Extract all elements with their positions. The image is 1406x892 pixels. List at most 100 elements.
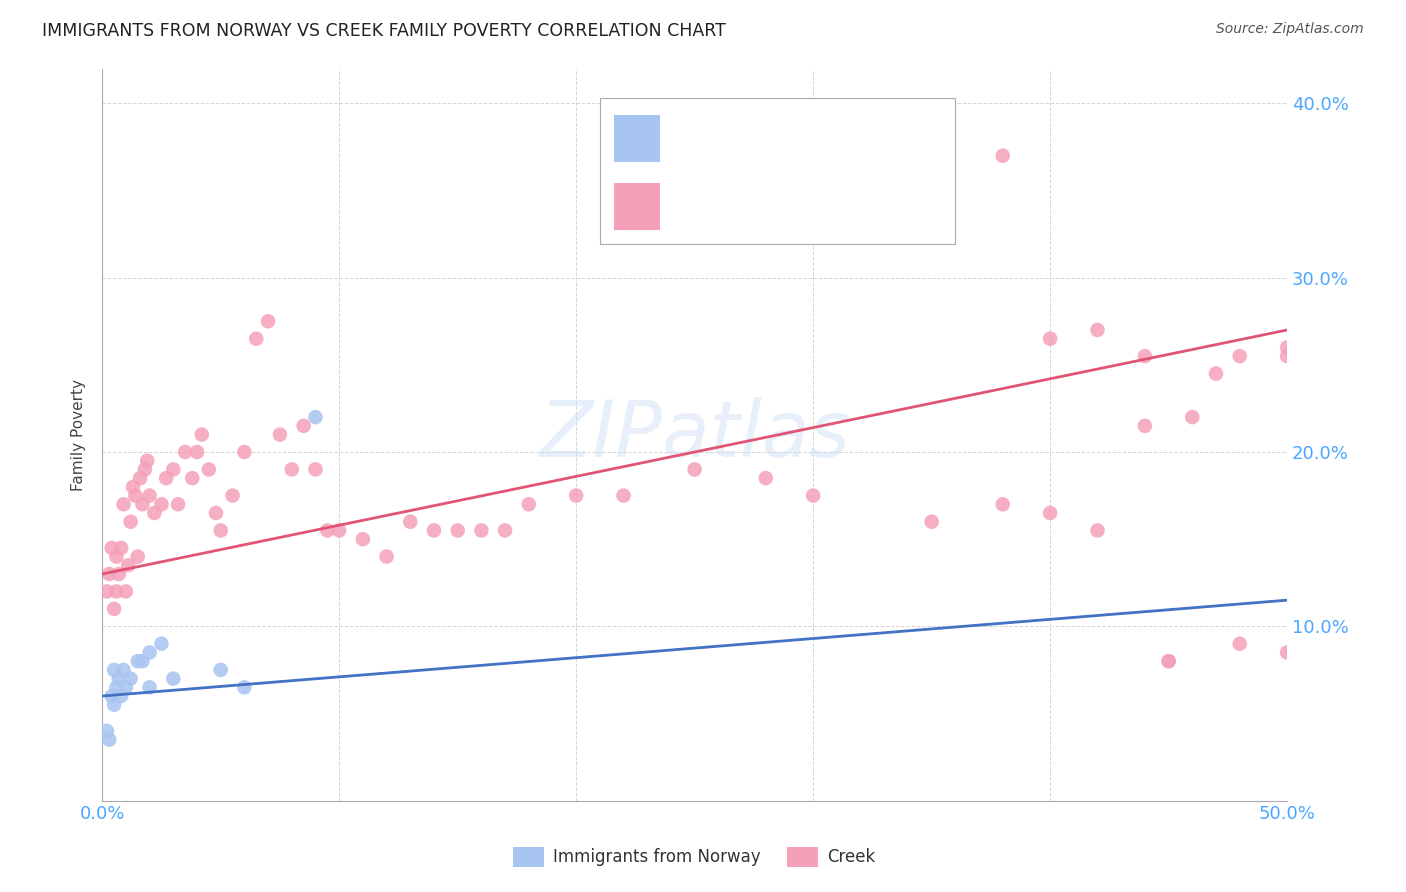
Point bbox=[328, 524, 350, 538]
Point bbox=[105, 681, 128, 695]
Point bbox=[143, 506, 166, 520]
Point bbox=[1275, 349, 1298, 363]
Point bbox=[612, 489, 634, 503]
Point bbox=[98, 732, 121, 747]
Point bbox=[112, 663, 135, 677]
Point bbox=[399, 515, 422, 529]
Point bbox=[755, 471, 778, 485]
Y-axis label: Family Poverty: Family Poverty bbox=[72, 378, 86, 491]
Point bbox=[181, 471, 204, 485]
Point bbox=[683, 462, 706, 476]
Point bbox=[134, 462, 156, 476]
Point bbox=[115, 681, 138, 695]
Point bbox=[209, 524, 232, 538]
Point bbox=[565, 489, 588, 503]
Point bbox=[107, 672, 129, 686]
Point bbox=[96, 584, 118, 599]
Point bbox=[205, 506, 228, 520]
Point bbox=[112, 497, 135, 511]
Point bbox=[991, 497, 1014, 511]
Point bbox=[1039, 332, 1062, 346]
Point bbox=[120, 672, 142, 686]
Point bbox=[423, 524, 446, 538]
Point bbox=[1181, 410, 1204, 425]
Point bbox=[124, 489, 146, 503]
Point bbox=[129, 471, 152, 485]
Point bbox=[110, 541, 132, 555]
Point bbox=[120, 515, 142, 529]
Text: ZIPatlas: ZIPatlas bbox=[540, 397, 851, 473]
Point bbox=[105, 584, 128, 599]
Point bbox=[100, 689, 122, 703]
Point bbox=[801, 149, 824, 163]
Point bbox=[991, 149, 1014, 163]
Point bbox=[921, 515, 943, 529]
Point bbox=[117, 558, 139, 573]
Point bbox=[138, 645, 160, 659]
Point bbox=[105, 549, 128, 564]
Point bbox=[233, 681, 256, 695]
Point bbox=[115, 584, 138, 599]
Point bbox=[96, 723, 118, 738]
Point bbox=[138, 489, 160, 503]
Point bbox=[150, 637, 173, 651]
Point bbox=[245, 332, 267, 346]
Point bbox=[1133, 349, 1156, 363]
Point bbox=[131, 654, 153, 668]
Point bbox=[209, 663, 232, 677]
Point bbox=[1039, 506, 1062, 520]
Point bbox=[233, 445, 256, 459]
Point bbox=[174, 445, 197, 459]
Point bbox=[221, 489, 243, 503]
Point bbox=[150, 497, 173, 511]
Text: IMMIGRANTS FROM NORWAY VS CREEK FAMILY POVERTY CORRELATION CHART: IMMIGRANTS FROM NORWAY VS CREEK FAMILY P… bbox=[42, 22, 725, 40]
Point bbox=[1229, 637, 1251, 651]
Point bbox=[1275, 340, 1298, 354]
Point bbox=[1133, 418, 1156, 433]
Point bbox=[162, 462, 184, 476]
Point bbox=[1157, 654, 1180, 668]
Point bbox=[292, 418, 315, 433]
Point bbox=[304, 410, 326, 425]
Point bbox=[304, 462, 326, 476]
Point bbox=[269, 427, 291, 442]
Point bbox=[103, 698, 125, 712]
Point bbox=[257, 314, 280, 328]
Point bbox=[1087, 524, 1109, 538]
Point bbox=[1157, 654, 1180, 668]
Point bbox=[375, 549, 398, 564]
Point bbox=[127, 654, 149, 668]
Point bbox=[190, 427, 212, 442]
Point bbox=[281, 462, 304, 476]
Point bbox=[155, 471, 177, 485]
Point bbox=[186, 445, 208, 459]
Point bbox=[110, 689, 132, 703]
Point bbox=[131, 497, 153, 511]
Point bbox=[517, 497, 540, 511]
Point bbox=[100, 541, 122, 555]
Point bbox=[103, 663, 125, 677]
Point bbox=[1205, 367, 1227, 381]
Point bbox=[98, 567, 121, 582]
Point bbox=[198, 462, 221, 476]
Point bbox=[138, 681, 160, 695]
Point bbox=[801, 489, 824, 503]
Point bbox=[103, 602, 125, 616]
Point bbox=[167, 497, 190, 511]
Point bbox=[494, 524, 516, 538]
Point bbox=[107, 567, 129, 582]
Point bbox=[470, 524, 492, 538]
Text: Creek: Creek bbox=[827, 848, 875, 866]
Point bbox=[122, 480, 145, 494]
Point bbox=[447, 524, 470, 538]
Text: Immigrants from Norway: Immigrants from Norway bbox=[553, 848, 761, 866]
Point bbox=[1275, 645, 1298, 659]
Point bbox=[162, 672, 184, 686]
Point bbox=[1087, 323, 1109, 337]
Point bbox=[136, 453, 159, 467]
Point bbox=[316, 524, 339, 538]
Point bbox=[352, 532, 374, 546]
Point bbox=[127, 549, 149, 564]
Point bbox=[1229, 349, 1251, 363]
Text: Source: ZipAtlas.com: Source: ZipAtlas.com bbox=[1216, 22, 1364, 37]
